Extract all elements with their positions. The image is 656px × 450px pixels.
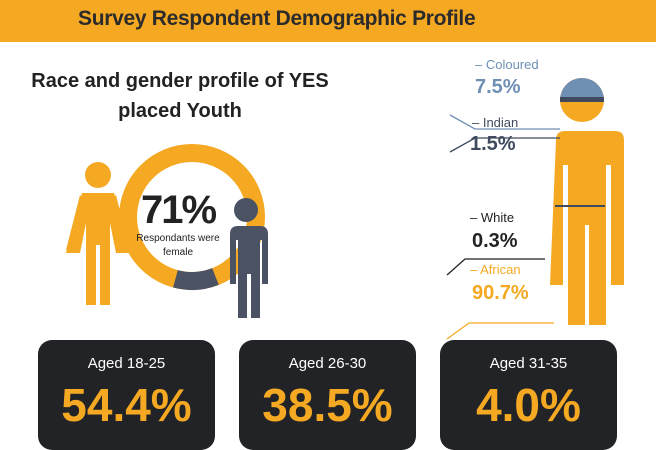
gender-donut-male-arc [173, 268, 219, 290]
age-value: 4.0% [476, 379, 581, 431]
race-value-coloured: 7.5% [475, 76, 521, 98]
age-label: Aged 26-30 [288, 355, 367, 372]
age-label: Aged 31-35 [489, 355, 568, 372]
race-figure-icon [550, 78, 624, 325]
age-value: 54.4% [61, 379, 192, 431]
race-value-indian: 1.5% [470, 133, 516, 155]
race-label-coloured: – Coloured [475, 57, 539, 72]
chart-subtitle: Race and gender profile of YES placed Yo… [31, 70, 329, 122]
page-title: Survey Respondent Demographic Profile [78, 7, 476, 30]
race-label-white: – White [470, 210, 515, 225]
race-leader-lines [446, 114, 560, 340]
female-percentage: 71% [140, 188, 217, 232]
age-card-26-30: Aged 26-30 38.5% [239, 340, 416, 450]
race-value-african: 90.7% [472, 282, 529, 304]
age-card-31-35: Aged 31-35 4.0% [440, 340, 617, 450]
age-label: Aged 18-25 [87, 355, 166, 372]
age-value: 38.5% [262, 379, 393, 431]
male-figure-icon [230, 198, 268, 318]
age-card-18-25: Aged 18-25 54.4% [38, 340, 215, 450]
header-bar: Survey Respondent Demographic Profile [0, 0, 656, 42]
female-figure-icon [66, 162, 130, 305]
race-value-white: 0.3% [472, 230, 518, 252]
race-label-african: – African [470, 262, 521, 277]
race-label-indian: – Indian [472, 115, 519, 130]
female-caption: Respondants were female [136, 233, 220, 258]
